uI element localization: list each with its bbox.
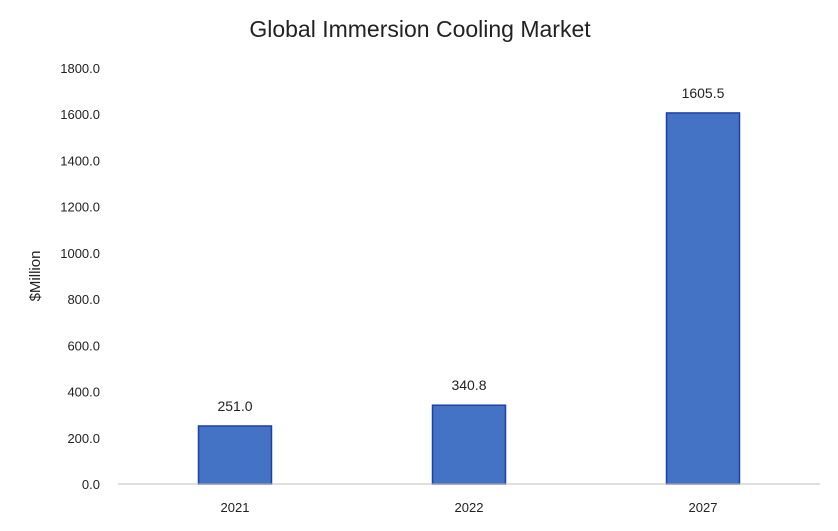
data-labels: 251.0 340.8 1605.5 (217, 85, 724, 414)
y-axis-ticks: 0.0 200.0 400.0 600.0 800.0 1000.0 1200.0 1400.… (60, 61, 100, 492)
y-tick-label: 1400.0 (60, 153, 100, 168)
data-label-2022: 340.8 (451, 377, 486, 393)
y-tick-label: 200.0 (67, 431, 100, 446)
chart-title: Global Immersion Cooling Market (249, 16, 591, 42)
y-tick-label: 1200.0 (60, 200, 100, 215)
y-tick-label: 800.0 (67, 292, 100, 307)
y-axis-label: $Million (27, 251, 44, 302)
bar-2027 (665, 112, 741, 485)
y-tick-label: 1600.0 (60, 107, 100, 122)
x-tick-label: 2021 (221, 500, 250, 515)
data-label-2027: 1605.5 (682, 85, 725, 101)
y-tick-label: 1800.0 (60, 61, 100, 76)
x-tick-label: 2027 (689, 500, 718, 515)
bar-2022 (431, 404, 507, 485)
y-tick-label: 0.0 (82, 477, 100, 492)
x-axis-ticks: 2021 2022 2027 (221, 500, 718, 515)
bar-2021 (197, 425, 273, 485)
y-tick-label: 400.0 (67, 385, 100, 400)
y-tick-label: 1000.0 (60, 246, 100, 261)
y-tick-label: 600.0 (67, 338, 100, 353)
data-label-2021: 251.0 (217, 398, 252, 414)
bars (197, 112, 741, 485)
x-tick-label: 2022 (455, 500, 484, 515)
